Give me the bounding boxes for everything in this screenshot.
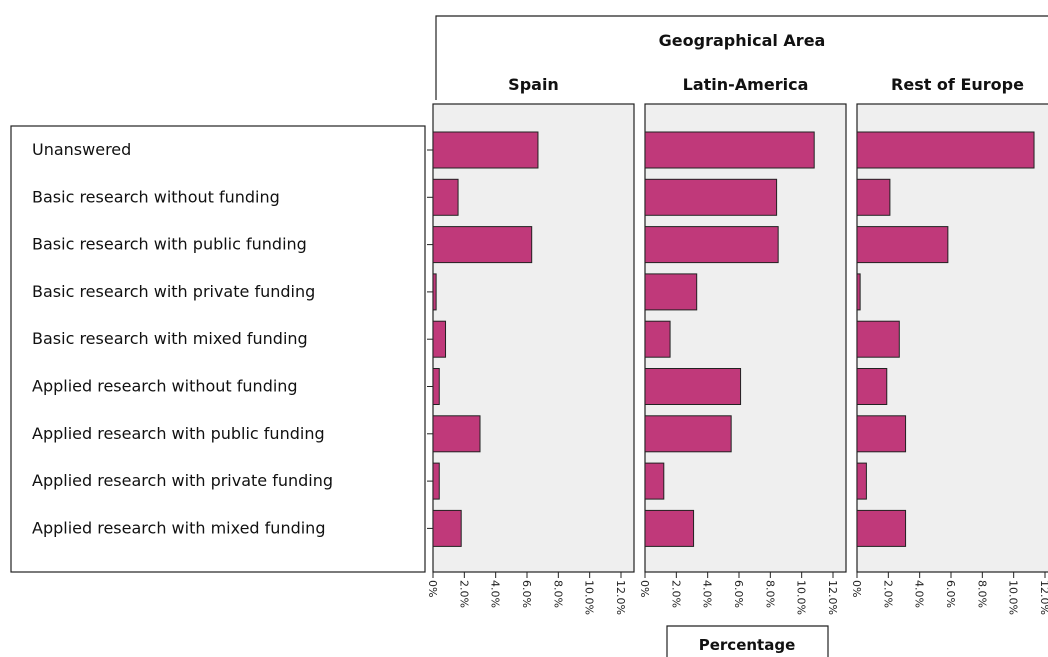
category-label: Applied research with private funding: [32, 471, 333, 490]
x-tick-label: 10.0%: [1007, 580, 1020, 615]
bar: [432, 368, 440, 405]
bar: [856, 131, 1035, 169]
x-tick-label: 6.0%: [732, 580, 745, 608]
bar: [644, 273, 698, 311]
bar: [856, 415, 907, 453]
bar: [856, 320, 900, 358]
panel-rest-of-europe: Rest of Europe 0% 2.0% 4.0% 6.0% 8.0% 10.0% 12.…: [850, 75, 1048, 615]
category-label: Applied research without funding: [32, 377, 298, 396]
x-tick-label: 12.0%: [1038, 580, 1048, 615]
x-tick-label: 12.0%: [614, 580, 627, 615]
bar: [432, 320, 447, 358]
x-tick-label: 6.0%: [520, 580, 533, 608]
bar: [644, 320, 671, 358]
bar: [644, 368, 742, 405]
category-label-box: [10, 125, 426, 573]
bar: [432, 462, 440, 500]
x-tick-label: 10.0%: [583, 580, 596, 615]
bar: [856, 226, 949, 264]
bar: [856, 509, 907, 547]
facet-header: Geographical Area: [435, 15, 1048, 100]
x-tick-label: 6.0%: [944, 580, 957, 608]
x-tick-label: 0%: [850, 580, 863, 597]
category-label: Applied research with mixed funding: [32, 518, 325, 537]
x-tick-label: 2.0%: [669, 580, 682, 608]
x-tick-label: 8.0%: [975, 580, 988, 608]
panel-background: [432, 103, 635, 573]
x-tick-label: 12.0%: [826, 580, 839, 615]
header-border: [435, 15, 1048, 100]
x-tick-label: 4.0%: [913, 580, 926, 608]
x-tick-label: 4.0%: [489, 580, 502, 608]
bar: [644, 415, 732, 453]
x-tick-label: 10.0%: [795, 580, 808, 615]
category-label: Basic research with public funding: [32, 235, 307, 254]
x-axis-title-box: Percentage: [666, 625, 829, 657]
panel-header: Latin-America: [683, 75, 809, 94]
category-label: Basic research with private funding: [32, 282, 315, 301]
category-label: Unanswered: [32, 140, 131, 159]
category-label: Basic research without funding: [32, 187, 280, 206]
category-axis: Unanswered Basic research without funding…: [10, 125, 426, 573]
bar: [644, 131, 815, 169]
x-title-border: [666, 625, 829, 657]
bar: [644, 178, 778, 216]
panel-spain: Spain 0% 2.0% 4.0% 6.0% 8.0% 10.0% 12.0%: [426, 75, 635, 615]
bar: [432, 509, 462, 547]
bar: [432, 178, 459, 216]
x-tick-label: 2.0%: [457, 580, 470, 608]
bar: [644, 226, 779, 264]
panel-header: Spain: [508, 75, 559, 94]
bar: [856, 178, 891, 216]
x-tick-label: 0%: [638, 580, 651, 597]
facet-title: Geographical Area: [659, 31, 826, 50]
bar: [856, 273, 861, 311]
bar: [856, 462, 867, 500]
bar: [856, 368, 888, 405]
x-tick-label: 0%: [426, 580, 439, 597]
bar: [432, 131, 539, 169]
x-tick-label: 2.0%: [881, 580, 894, 608]
category-label: Basic research with mixed funding: [32, 329, 308, 348]
x-tick-label: 8.0%: [763, 580, 776, 608]
x-tick-label: 8.0%: [551, 580, 564, 608]
bar: [644, 462, 665, 500]
panel-background: [644, 103, 847, 573]
bar: [644, 509, 695, 547]
category-label: Applied research with public funding: [32, 424, 325, 443]
panel-header: Rest of Europe: [891, 75, 1024, 94]
x-axis-title: Percentage: [699, 636, 796, 654]
bar: [432, 273, 437, 311]
x-tick-label: 4.0%: [701, 580, 714, 608]
bar: [432, 415, 481, 453]
bar: [432, 226, 533, 264]
panel-latin-america: Latin-America 0% 2.0% 4.0% 6.0% 8.0% 10.0% 12.0…: [638, 75, 847, 615]
